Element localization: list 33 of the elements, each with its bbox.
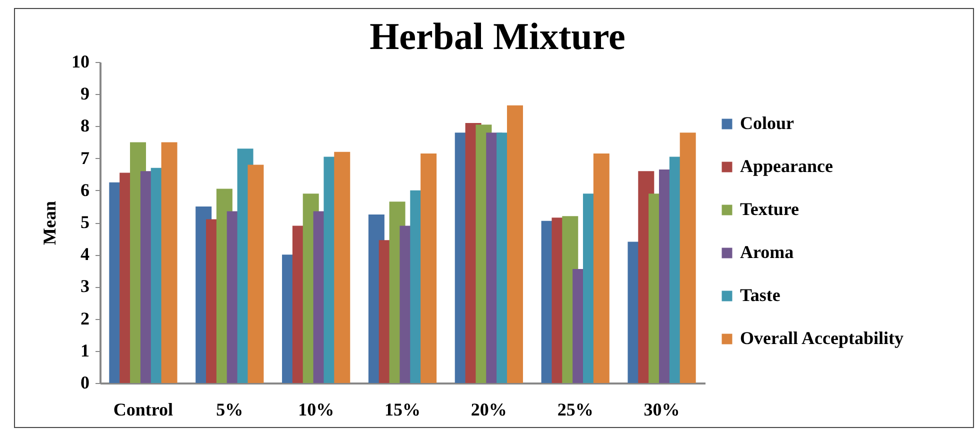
y-tick-label: 3	[80, 276, 90, 296]
x-tick-label: 10%	[298, 400, 334, 420]
y-tick-label: 4	[80, 244, 90, 264]
legend-label: Appearance	[740, 156, 833, 176]
bar	[593, 153, 610, 383]
x-tick-label: 5%	[216, 400, 244, 420]
legend-label: Texture	[740, 199, 800, 219]
y-tick-label: 7	[80, 148, 90, 168]
y-tick-label: 1	[80, 340, 90, 360]
y-tick-label: 10	[72, 52, 90, 72]
legend-label: Aroma	[740, 242, 794, 262]
y-tick-label: 0	[80, 372, 90, 392]
y-tick-label: 5	[80, 212, 90, 232]
chart-title: Herbal Mixture	[370, 16, 626, 58]
y-tick-label: 2	[80, 308, 90, 328]
legend-label: Taste	[740, 285, 780, 305]
x-tick-label: 25%	[557, 400, 594, 420]
y-tick-label: 6	[80, 180, 90, 200]
bar	[248, 164, 264, 383]
x-tick-label: 30%	[644, 400, 680, 420]
y-axis-title: Mean	[40, 201, 60, 245]
y-tick-label: 9	[80, 84, 90, 104]
y-tick-label: 8	[80, 116, 90, 136]
bar	[420, 153, 437, 383]
legend-label: Overall Acceptability	[740, 328, 904, 348]
x-tick-label: 20%	[470, 400, 507, 420]
bar	[161, 142, 178, 383]
x-tick-label: 15%	[384, 400, 420, 420]
legend-label: Colour	[740, 113, 794, 133]
bar	[506, 105, 523, 383]
x-tick-label: Control	[113, 400, 174, 420]
bar	[334, 152, 350, 383]
bar	[680, 132, 696, 383]
